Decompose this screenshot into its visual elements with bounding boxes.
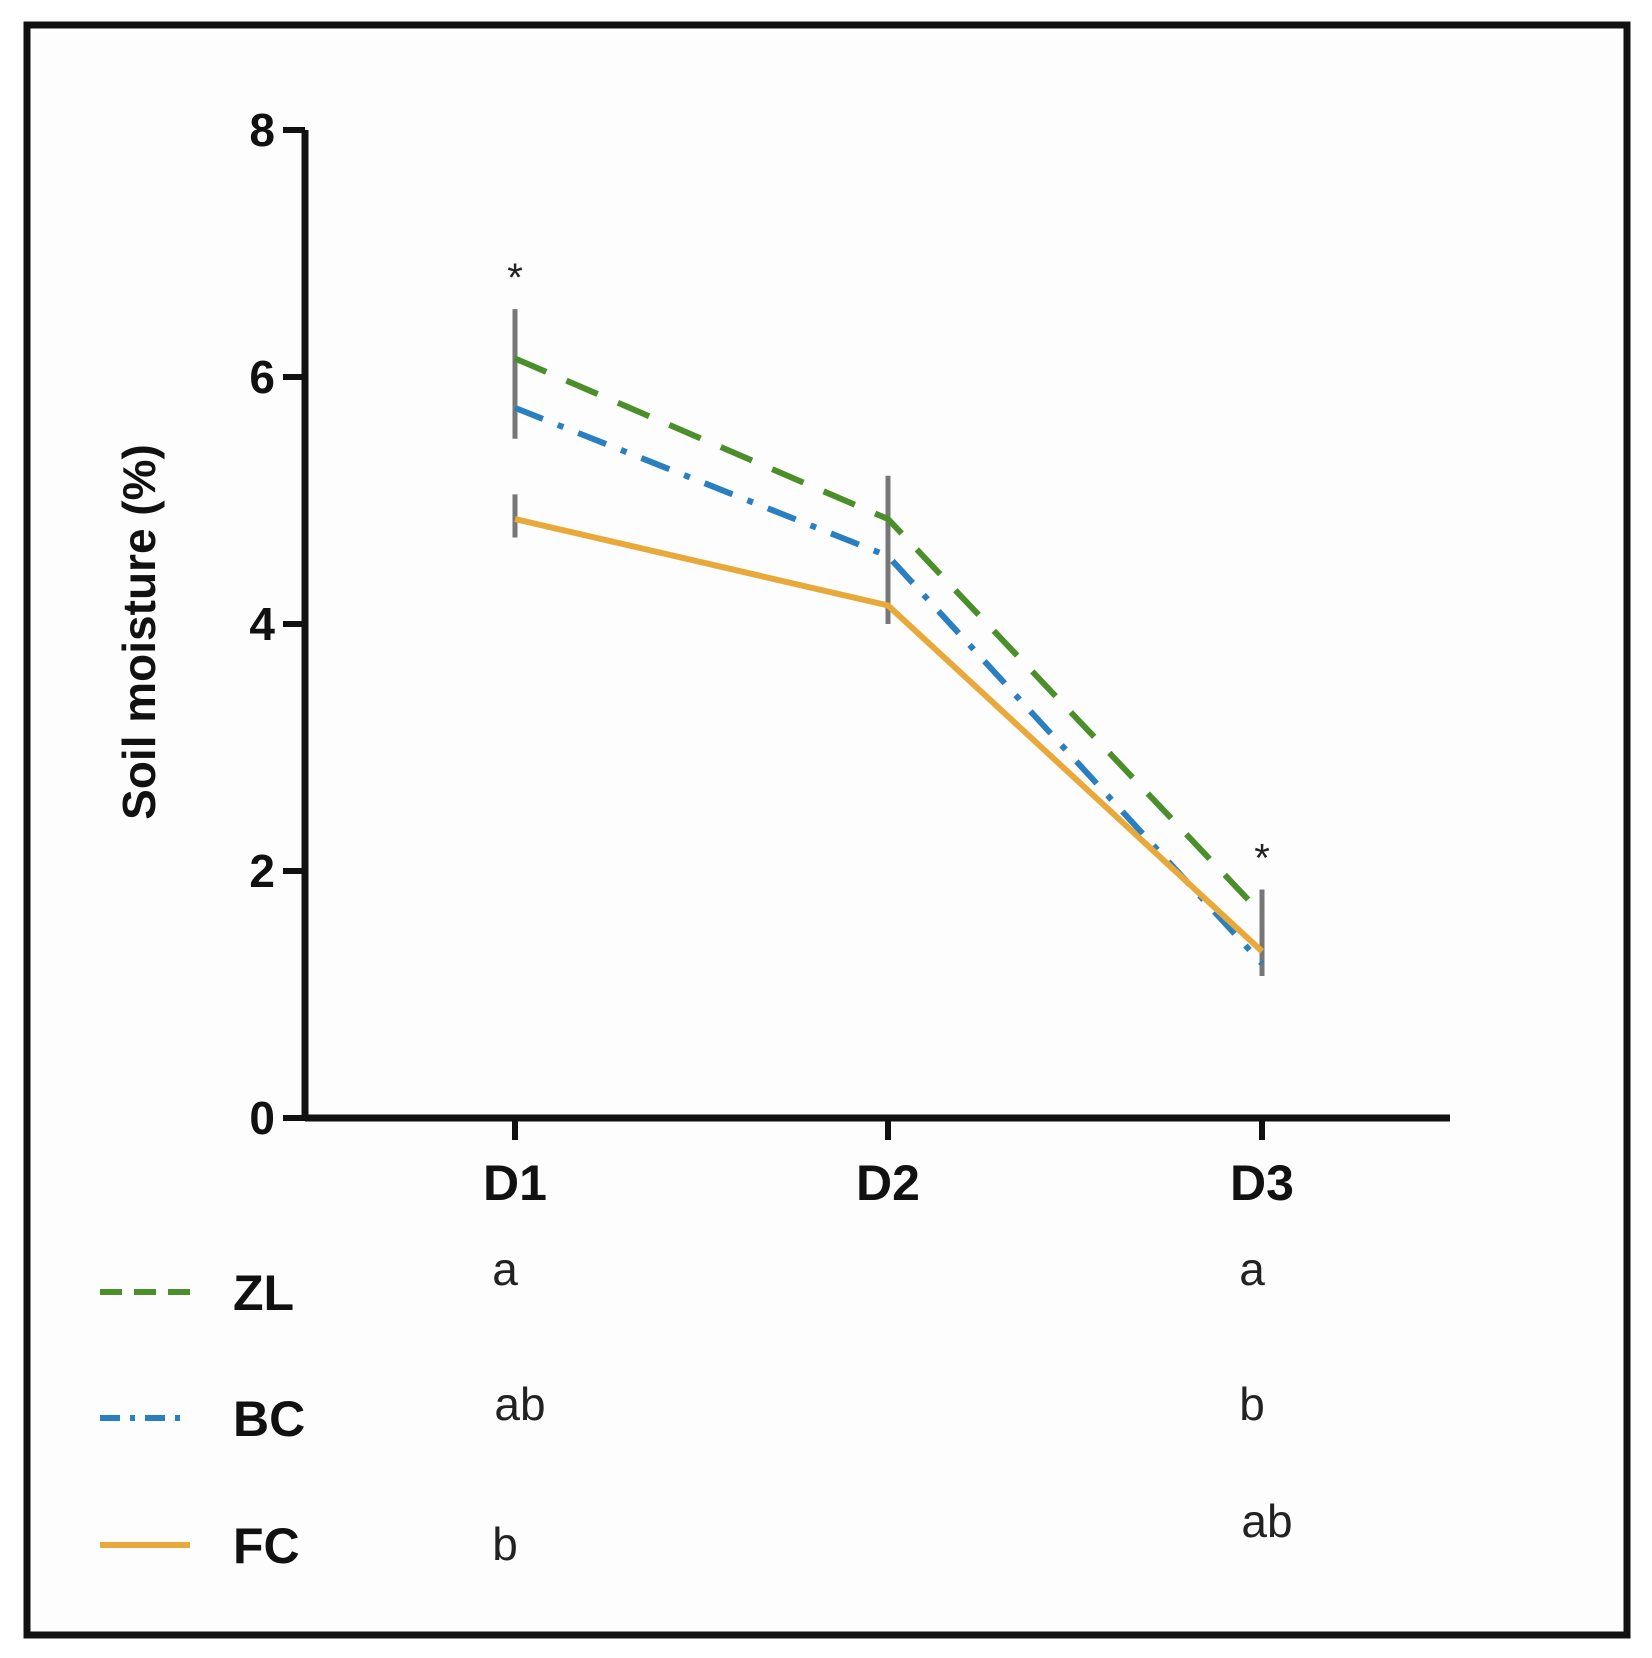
- legend-label-zl: ZL: [233, 1265, 294, 1321]
- y-tick-label: 6: [249, 351, 275, 403]
- x-tick-label-d2: D2: [856, 1155, 920, 1211]
- group-letter: ab: [494, 1378, 545, 1430]
- series-line-bc: [513, 405, 1265, 966]
- series-line-zl: [513, 355, 1265, 917]
- figure-frame: [23, 21, 1631, 1639]
- axes: 0 2 4 6 8 D1 D2 D3: [249, 104, 1450, 1211]
- y-axis-title: Soil moisture (%): [113, 444, 165, 820]
- group-letter: a: [492, 1243, 518, 1295]
- group-letter: a: [1239, 1243, 1265, 1295]
- group-letter: ab: [1241, 1495, 1292, 1547]
- significance-markers: **: [507, 256, 1270, 880]
- y-tick-label: 8: [249, 104, 275, 156]
- significance-star: *: [507, 256, 523, 300]
- group-letter: b: [1239, 1378, 1265, 1430]
- legend-label-fc: FC: [233, 1518, 300, 1574]
- legend-label-bc: BC: [233, 1391, 305, 1447]
- legend: ZL BC FC: [100, 1265, 305, 1574]
- group-letters: a a ab b b ab: [492, 1243, 1292, 1570]
- y-tick-label: 4: [249, 598, 275, 650]
- series-line-fc: [514, 516, 1265, 954]
- series-lines: [513, 355, 1265, 966]
- significance-star: *: [1254, 837, 1270, 881]
- y-tick-label: 0: [249, 1092, 275, 1144]
- y-tick-label: 2: [249, 845, 275, 897]
- x-tick-label-d3: D3: [1230, 1155, 1294, 1211]
- x-tick-label-d1: D1: [483, 1155, 547, 1211]
- group-letter: b: [492, 1518, 518, 1570]
